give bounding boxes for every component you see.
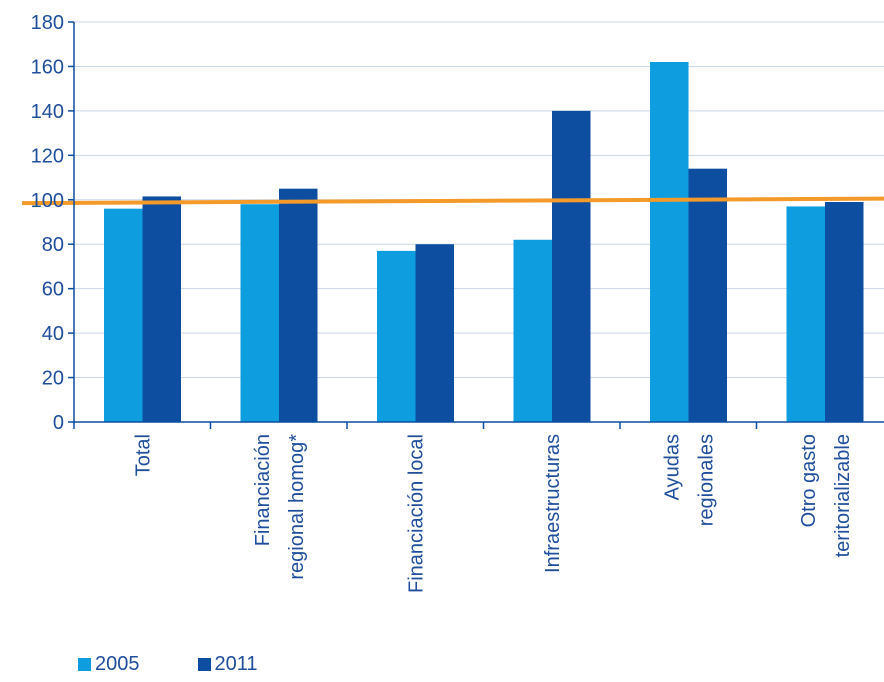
- bar-2005: [104, 208, 143, 422]
- x-category-label: regional homog*: [286, 434, 308, 580]
- legend-label-2011: 2011: [214, 652, 258, 675]
- y-tick-label: 60: [42, 279, 64, 301]
- bar-2011: [688, 168, 727, 422]
- legend-swatch-2011: [197, 657, 211, 671]
- y-tick-label: 140: [31, 101, 64, 123]
- y-tick-label: 80: [42, 234, 64, 256]
- x-category-label: Financiación: [252, 434, 274, 546]
- x-category-label: regionales: [696, 434, 718, 526]
- y-tick-label: 180: [31, 12, 64, 34]
- bars: [104, 62, 864, 422]
- bar-2005: [377, 250, 416, 422]
- bar-2005: [240, 204, 279, 422]
- axes: [68, 21, 884, 429]
- x-category-label: Financiación local: [406, 434, 428, 593]
- bar-2011: [415, 244, 454, 422]
- legend-label-2005: 2005: [95, 652, 140, 675]
- y-tick-label: 100: [31, 190, 64, 212]
- legend-item-2005: 2005: [78, 653, 140, 676]
- x-category-label: teritorializable: [832, 434, 854, 557]
- legend: 2005 2011: [78, 650, 316, 678]
- y-tick-label: 0: [53, 412, 64, 434]
- bar-2011: [142, 196, 181, 422]
- bar-2005: [786, 206, 825, 422]
- x-category-label: Total: [133, 434, 155, 476]
- bar-2011: [825, 202, 864, 422]
- y-tick-label: 40: [42, 323, 64, 345]
- legend-swatch-2005: [78, 657, 91, 671]
- x-category-label: Ayudas: [662, 434, 684, 500]
- bar-2005: [650, 62, 689, 422]
- x-category-label: Infraestructuras: [542, 434, 564, 573]
- labels: 0 20 40 60 80 100 120 140 160 180 Total Financiació…: [31, 12, 854, 593]
- bar-2005: [513, 239, 552, 422]
- x-category-label: Otro gasto: [798, 434, 820, 527]
- y-tick-label: 120: [31, 145, 64, 167]
- y-tick-label: 160: [31, 56, 64, 78]
- legend-item-2011: 2011: [197, 652, 258, 676]
- bar-2011: [552, 110, 591, 422]
- reference-line: [21, 196, 884, 206]
- bar-chart-svg: 0 20 40 60 80 100 120 140 160 180 Total Financiació…: [21, 12, 884, 593]
- bar-2011: [279, 188, 318, 422]
- reference-line-group: [21, 196, 884, 206]
- y-tick-label: 20: [42, 368, 64, 390]
